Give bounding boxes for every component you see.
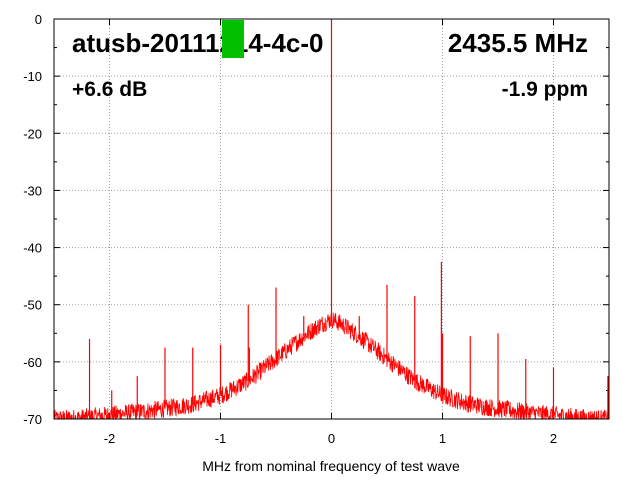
spectrum-trace [53, 19, 610, 421]
gain-label: +6.6 dB [72, 78, 147, 101]
y-axis-tick-labels: 0 -10 -20 -30 -40 -50 -60 -70 [23, 12, 42, 427]
status-marker [222, 20, 244, 58]
y-tick-label: -60 [23, 355, 42, 370]
y-tick-label: -40 [23, 241, 42, 256]
device-title: atusb-20111214-4c-0 [72, 28, 324, 58]
plot-border [53, 18, 610, 420]
y-tick-label: 0 [35, 12, 42, 27]
ppm-label: -1.9 ppm [502, 78, 588, 101]
y-tick-label: -10 [23, 69, 42, 84]
x-tick-label: 2 [550, 431, 557, 446]
x-tick-label: 1 [439, 431, 446, 446]
y-tick-label: -30 [23, 183, 42, 198]
y-tick-label: -50 [23, 298, 42, 313]
x-tick-label: -1 [215, 431, 227, 446]
y-tick-label: -70 [23, 412, 42, 427]
x-tick-label: 0 [328, 431, 335, 446]
x-axis-tick-labels: -2 -1 0 1 2 [104, 431, 557, 446]
x-axis-title: MHz from nominal frequency of test wave [202, 458, 460, 474]
x-tick-label: -2 [104, 431, 116, 446]
frequency-label: 2435.5 MHz [448, 28, 588, 58]
y-tick-label: -20 [23, 126, 42, 141]
